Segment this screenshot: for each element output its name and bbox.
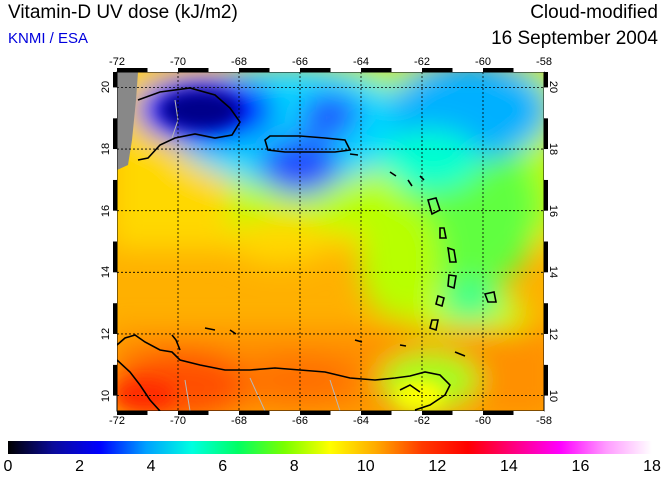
colorbar-tick-label: 4: [146, 458, 156, 475]
lon-label-top: -62: [414, 56, 430, 68]
colorbar-tick-label: 12: [428, 458, 447, 475]
frame-segment: [269, 411, 300, 415]
lon-label-bottom: -72: [109, 415, 125, 427]
frame-segment: [117, 411, 148, 415]
frame-segment: [544, 149, 548, 180]
frame-segment: [391, 411, 422, 415]
frame-segment: [113, 179, 117, 211]
colorbar-tick-label: 0: [3, 458, 13, 475]
frame-segment: [422, 411, 453, 415]
lon-label-bottom: -60: [475, 415, 491, 427]
frame-segment: [113, 118, 117, 150]
frame-segment: [113, 333, 117, 365]
frame-segment: [544, 87, 548, 119]
frame-segment: [452, 411, 483, 415]
frame-segment: [452, 68, 483, 72]
product-mode: Cloud-modified: [530, 2, 658, 23]
frame-segment: [483, 411, 514, 415]
frame-segment: [422, 68, 453, 72]
frame-segment: [208, 411, 239, 415]
frame-segment: [361, 68, 392, 72]
lon-label-bottom: -58: [536, 415, 552, 427]
frame-segment: [330, 411, 361, 415]
colorbar-tick-label: 8: [289, 458, 299, 475]
frame-segment: [544, 72, 548, 88]
frame-segment: [269, 68, 300, 72]
frame-segment: [113, 210, 117, 242]
frame-segment: [239, 68, 270, 72]
colorbar: [8, 441, 652, 454]
lon-label-top: -58: [536, 56, 552, 68]
lon-label-top: -60: [475, 56, 491, 68]
map-title: Vitamin-D UV dose (kJ/m2): [8, 2, 238, 23]
frame-segment: [391, 68, 422, 72]
frame-segment: [300, 411, 331, 415]
frame-segment: [113, 241, 117, 273]
colorbar-tick-label: 18: [643, 458, 661, 475]
lat-label-left: 20: [100, 81, 113, 94]
frame-segment: [117, 68, 148, 72]
lat-label-right: 12: [547, 327, 560, 341]
lat-label-right: 10: [547, 389, 560, 402]
colorbar-tick-label: 10: [356, 458, 375, 475]
frame-segment: [544, 210, 548, 242]
frame-segment: [513, 68, 544, 72]
lon-label-bottom: -70: [170, 415, 186, 427]
frame-segment: [544, 272, 548, 304]
frame-segment: [113, 149, 117, 180]
frame-segment: [544, 364, 548, 396]
lat-label-left: 16: [100, 204, 113, 217]
colorbar-tick-label: 6: [218, 458, 228, 475]
frame-segment: [113, 272, 117, 304]
lon-label-bottom: -66: [292, 415, 308, 427]
frame-segment: [113, 72, 117, 88]
frame-segment: [483, 68, 514, 72]
lon-label-top: -72: [109, 56, 125, 68]
frame-segment: [113, 303, 117, 334]
frame-segment: [147, 68, 178, 72]
lat-label-right: 18: [547, 142, 560, 156]
frame-segment: [113, 87, 117, 119]
colorbar-tick-label: 2: [75, 458, 84, 475]
lat-label-left: 18: [100, 142, 113, 156]
frame-segment: [147, 411, 178, 415]
frame-segment: [361, 411, 392, 415]
frame-segment: [544, 241, 548, 273]
colorbar-tick-label: 16: [571, 458, 590, 475]
frame-segment: [178, 68, 209, 72]
map-date: 16 September 2004: [491, 28, 658, 49]
frame-segment: [239, 411, 270, 415]
lat-label-right: 16: [547, 204, 560, 217]
frame-ticks: [113, 68, 548, 415]
lat-label-right: 14: [547, 266, 560, 279]
lat-label-left: 12: [100, 327, 113, 341]
frame-segment: [544, 179, 548, 211]
lat-label-left: 10: [100, 389, 113, 402]
graticule: [117, 72, 544, 411]
frame-segment: [300, 68, 331, 72]
dose-field: [117, 72, 544, 411]
frame-segment: [330, 68, 361, 72]
lon-label-top: -68: [231, 56, 247, 68]
lon-label-bottom: -68: [231, 415, 247, 427]
lon-label-top: -70: [170, 56, 186, 68]
lon-label-top: -66: [292, 56, 308, 68]
frame-segment: [208, 68, 239, 72]
lat-label-left: 14: [100, 266, 113, 279]
frame-segment: [544, 333, 548, 365]
lat-label-right: 20: [547, 81, 560, 94]
land-mask: [117, 72, 138, 170]
lon-label-top: -64: [353, 56, 369, 68]
colorbar-tick-label: 14: [499, 458, 518, 475]
frame-segment: [178, 411, 209, 415]
lon-label-bottom: -62: [414, 415, 430, 427]
agency-label: KNMI / ESA: [8, 30, 89, 47]
frame-segment: [544, 118, 548, 150]
frame-segment: [513, 411, 544, 415]
lon-label-bottom: -64: [353, 415, 369, 427]
frame-segment: [544, 303, 548, 334]
frame-segment: [113, 364, 117, 396]
